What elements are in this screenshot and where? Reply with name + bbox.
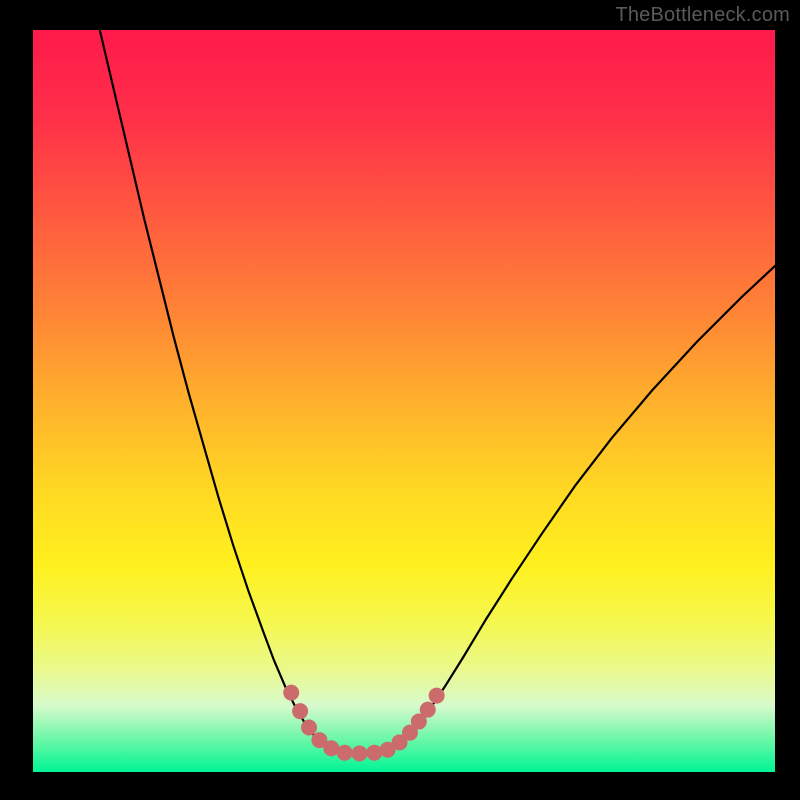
- chart-background: [33, 30, 775, 772]
- chart-plot-area: [33, 30, 775, 772]
- marker-dot: [429, 688, 445, 704]
- watermark-text: TheBottleneck.com: [615, 4, 790, 27]
- marker-dot: [420, 702, 436, 718]
- marker-dot: [292, 703, 308, 719]
- marker-dot: [351, 745, 367, 761]
- marker-dot: [337, 745, 353, 761]
- chart-svg: [33, 30, 775, 772]
- marker-dot: [301, 719, 317, 735]
- marker-dot: [366, 745, 382, 761]
- marker-dot: [283, 685, 299, 701]
